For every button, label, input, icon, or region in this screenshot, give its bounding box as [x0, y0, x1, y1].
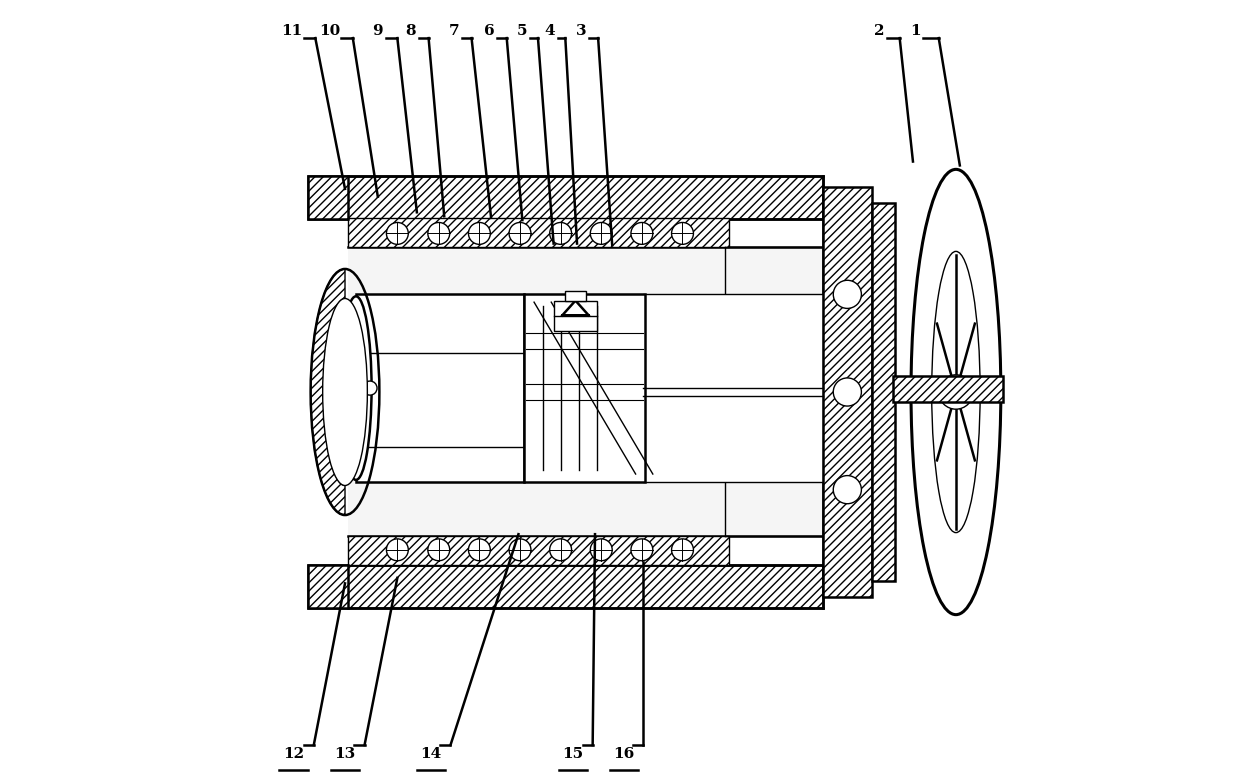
Bar: [348, 535, 729, 565]
Text: 2: 2: [874, 24, 884, 38]
Bar: [872, 203, 895, 581]
Text: 10: 10: [319, 24, 340, 38]
Text: 12: 12: [283, 747, 304, 761]
Text: 4: 4: [544, 24, 556, 38]
Text: 5: 5: [517, 24, 527, 38]
Circle shape: [833, 281, 862, 308]
Circle shape: [590, 223, 613, 245]
Bar: [308, 565, 348, 608]
Bar: [308, 565, 823, 608]
Circle shape: [428, 539, 450, 561]
Bar: [348, 248, 823, 535]
Bar: [348, 535, 729, 565]
Bar: [308, 176, 348, 219]
Text: 8: 8: [405, 24, 415, 38]
Circle shape: [549, 539, 572, 561]
Circle shape: [833, 378, 862, 406]
Circle shape: [672, 539, 693, 561]
Bar: [553, 301, 596, 331]
Text: 11: 11: [281, 24, 303, 38]
Ellipse shape: [911, 169, 1001, 615]
Circle shape: [363, 381, 377, 395]
Circle shape: [510, 223, 531, 245]
Text: 6: 6: [485, 24, 495, 38]
Ellipse shape: [340, 296, 372, 480]
Bar: [565, 291, 585, 300]
Circle shape: [469, 539, 490, 561]
Bar: [525, 294, 645, 482]
Bar: [872, 203, 895, 581]
Bar: [823, 187, 872, 597]
Circle shape: [672, 223, 693, 245]
Circle shape: [387, 539, 408, 561]
Ellipse shape: [931, 252, 980, 532]
Circle shape: [387, 223, 408, 245]
Bar: [894, 376, 1003, 402]
Text: 3: 3: [575, 24, 587, 38]
Circle shape: [549, 223, 572, 245]
Bar: [308, 565, 823, 608]
Circle shape: [833, 476, 862, 503]
Circle shape: [428, 223, 450, 245]
Circle shape: [939, 375, 973, 409]
Circle shape: [510, 539, 531, 561]
Bar: [308, 176, 348, 219]
Bar: [308, 565, 348, 608]
Bar: [348, 218, 729, 248]
Bar: [644, 294, 823, 482]
Text: 15: 15: [563, 747, 584, 761]
Circle shape: [590, 539, 613, 561]
Text: 9: 9: [372, 24, 383, 38]
Ellipse shape: [322, 299, 367, 485]
Bar: [356, 294, 525, 482]
Text: 13: 13: [335, 747, 356, 761]
Circle shape: [469, 223, 490, 245]
Bar: [308, 176, 823, 219]
Bar: [823, 187, 872, 597]
Bar: [308, 176, 823, 219]
Text: 1: 1: [910, 24, 920, 38]
Text: 7: 7: [449, 24, 460, 38]
Text: 14: 14: [420, 747, 441, 761]
Circle shape: [631, 223, 652, 245]
Bar: [894, 376, 1003, 402]
Polygon shape: [311, 269, 345, 515]
Circle shape: [631, 539, 652, 561]
Text: 16: 16: [614, 747, 635, 761]
Bar: [348, 218, 729, 248]
